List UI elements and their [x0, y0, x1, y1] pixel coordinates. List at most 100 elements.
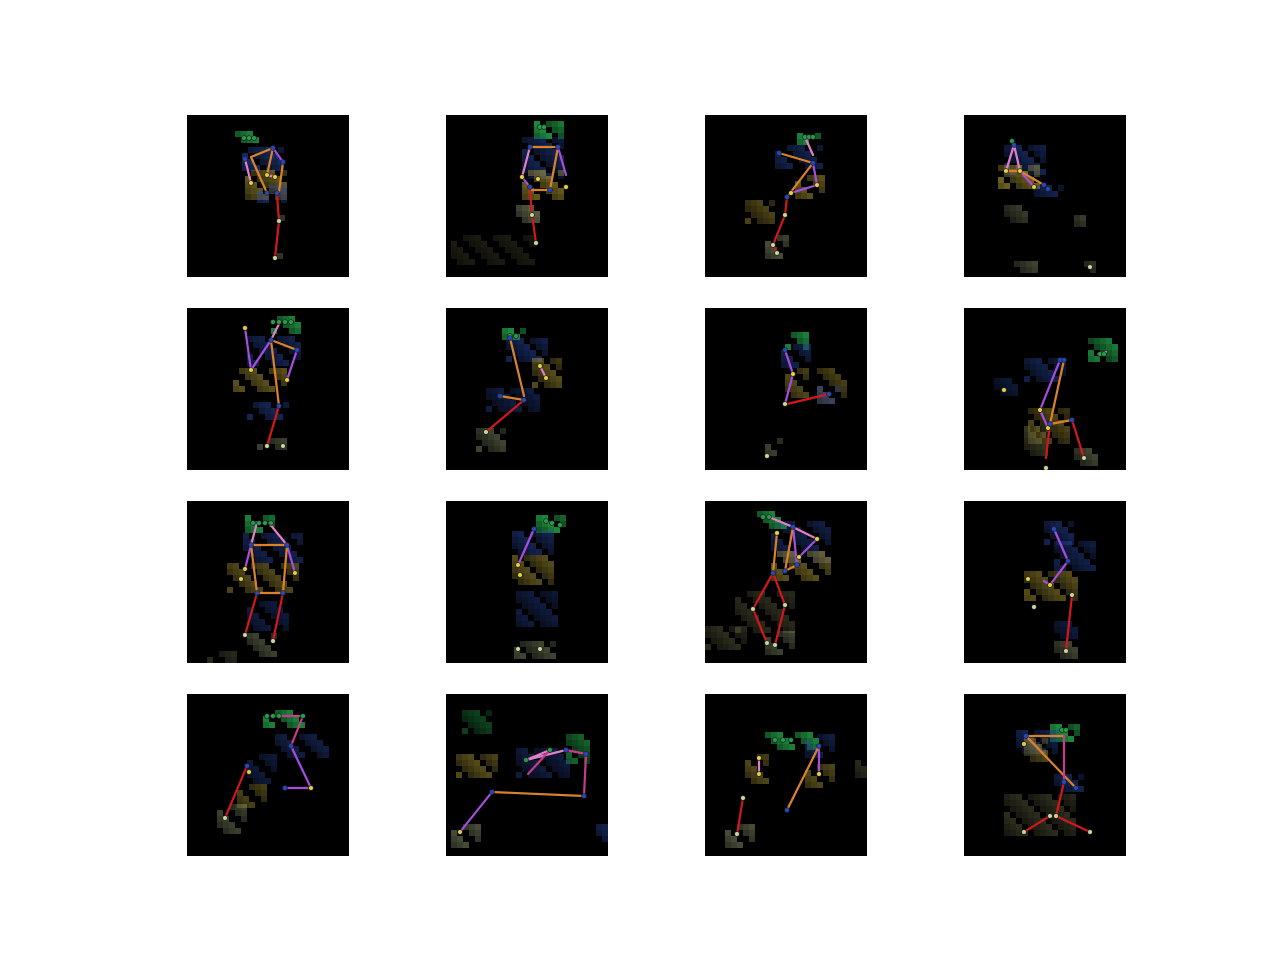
heatmap-cell — [227, 587, 233, 593]
heatmap-cell — [516, 615, 522, 621]
skeleton-joint — [772, 642, 778, 648]
heatmap-cell — [1074, 215, 1080, 221]
heatmap-cell — [757, 511, 763, 517]
heatmap-cell — [534, 597, 540, 603]
heatmap-cell — [528, 217, 534, 223]
heatmap-cell — [522, 766, 528, 772]
heatmap-cell — [817, 734, 823, 740]
heatmap-cell — [817, 386, 823, 392]
skeleton-joint — [489, 789, 495, 795]
heatmap-cell — [789, 551, 795, 557]
heatmap-cell — [278, 147, 284, 153]
heatmap-cell — [271, 601, 277, 607]
heatmap-cell — [281, 368, 287, 374]
heatmap-cell — [829, 746, 835, 752]
heatmap-cell — [528, 609, 534, 615]
heatmap-cell — [1046, 794, 1052, 800]
heatmap-cell — [789, 521, 795, 527]
heatmap-cell — [251, 587, 257, 593]
heatmap-cell — [1046, 736, 1052, 742]
heatmap-cell — [829, 764, 835, 770]
heatmap-cell — [1042, 370, 1048, 376]
heatmap-cell — [265, 354, 271, 360]
heatmap-cell — [1010, 217, 1016, 223]
heatmap-cell — [265, 402, 271, 408]
heatmap-cell — [1034, 408, 1040, 414]
skeleton-joint — [284, 377, 290, 383]
heatmap-cell — [518, 567, 524, 573]
heatmap-cell — [259, 336, 265, 342]
heatmap-cell — [552, 621, 558, 627]
heatmap-cell — [486, 388, 492, 394]
skeleton-joint — [1087, 829, 1093, 835]
heatmap-cell — [546, 155, 552, 161]
heatmap-cell — [540, 615, 546, 621]
pose-skeleton-overlay — [764, 332, 847, 459]
heatmap-cell — [287, 587, 293, 593]
heatmap-cell — [765, 609, 771, 615]
heatmap-cell — [281, 710, 287, 716]
heatmap-cell — [285, 551, 291, 557]
skeleton-joint — [770, 570, 776, 576]
heatmap-cell — [247, 131, 253, 137]
heatmap-cell — [241, 810, 247, 816]
heatmap-cell — [777, 615, 783, 621]
heatmap-cell — [457, 842, 463, 848]
heatmap-cell — [729, 626, 735, 632]
heatmap-cell — [777, 551, 783, 557]
heatmap-cell — [558, 173, 564, 179]
heatmap-cell — [1040, 145, 1046, 151]
heatmap-cell — [247, 633, 253, 639]
heatmap-cell — [506, 356, 512, 362]
heatmap-cell — [829, 374, 835, 380]
heatmap-cell — [753, 597, 759, 603]
skeleton-limb — [1038, 408, 1050, 430]
skeleton-limb — [223, 764, 249, 820]
skeleton-limb — [767, 515, 795, 529]
heatmap-cell — [272, 159, 278, 165]
heatmap-cell — [1020, 261, 1026, 267]
heatmap-cell — [528, 772, 534, 778]
heatmap-cell — [512, 561, 518, 567]
heatmap-cell — [1028, 165, 1034, 171]
heatmap-cell — [1046, 824, 1052, 830]
heatmap-cell — [534, 609, 540, 615]
heatmap-cell — [554, 527, 560, 533]
heatmap-cell — [1036, 750, 1042, 756]
heatmap-cell — [267, 533, 273, 539]
skeleton-joint — [294, 347, 300, 353]
heatmap-cell — [805, 163, 811, 169]
heatmap-cell — [584, 740, 590, 746]
skeleton-limb — [249, 146, 275, 159]
heatmap-cell — [248, 159, 254, 165]
heatmap-cell — [994, 378, 1000, 384]
heatmap-cell — [524, 555, 530, 561]
heatmap-cell — [1060, 370, 1066, 376]
heatmap-cell — [602, 836, 608, 842]
heatmap-cell — [281, 746, 287, 752]
heatmap-cell — [751, 766, 757, 772]
heatmap-cell — [1046, 191, 1052, 197]
heatmap-cell — [261, 796, 267, 802]
heatmap-cell — [777, 235, 783, 241]
heatmap-cell — [811, 157, 817, 163]
skeleton-limb — [751, 571, 775, 611]
heatmap-cell — [540, 182, 546, 188]
heatmap-cell — [1054, 589, 1060, 595]
skeleton-joint — [810, 160, 816, 166]
heatmap-cell — [817, 386, 823, 392]
heatmap-cell — [469, 235, 475, 241]
heatmap-cell — [534, 127, 540, 133]
heatmap-cell — [271, 754, 277, 760]
heatmap-cell — [1064, 438, 1070, 444]
heatmap-cell — [1034, 426, 1040, 432]
heatmap-cell — [263, 722, 269, 728]
skeleton-joint — [529, 212, 535, 218]
heatmap-cell — [253, 342, 259, 348]
heatmap-cell — [281, 170, 287, 176]
skeleton-joint — [788, 190, 794, 196]
heatmap-cell — [763, 517, 769, 523]
heatmap-cell — [725, 842, 731, 848]
heatmap-cell — [260, 153, 266, 159]
skeleton-limb — [1018, 169, 1046, 187]
